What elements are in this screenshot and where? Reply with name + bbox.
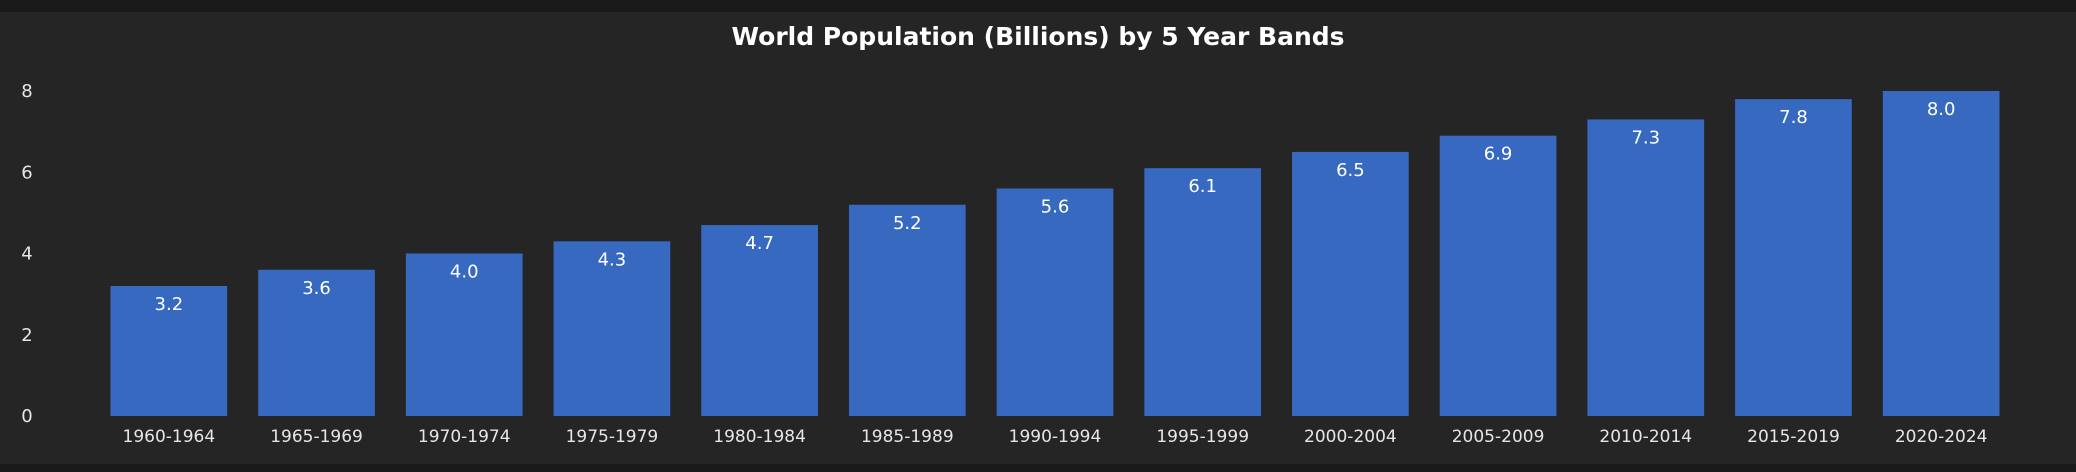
x-tick-label: 1975-1979 xyxy=(566,427,659,447)
x-tick-label: 1990-1994 xyxy=(1009,427,1102,447)
x-tick-label: 2010-2014 xyxy=(1599,427,1692,447)
chart-frame: World Population (Billions) by 5 Year Ba… xyxy=(0,12,2076,464)
y-tick-label: 2 xyxy=(21,325,32,346)
bar-value-label: 4.7 xyxy=(745,233,774,254)
bar-chart: 0 2 4 6 8 3.2 3.6 4.0 4.3 4.7 5.2 5.6 6.1 6.5 6.9 7.3 7… xyxy=(21,81,2000,447)
bar-value-label: 5.2 xyxy=(893,213,922,234)
bar-value-label: 6.1 xyxy=(1188,176,1217,197)
bar xyxy=(848,204,966,416)
bar xyxy=(1882,91,2000,416)
bar xyxy=(1587,119,1705,416)
bar xyxy=(258,269,375,416)
bar xyxy=(110,286,228,416)
x-tick-label: 2020-2024 xyxy=(1895,427,1988,447)
bars xyxy=(110,91,2000,416)
bar-value-label: 3.6 xyxy=(302,278,331,299)
bar xyxy=(1144,168,1262,416)
bar-value-label: 6.5 xyxy=(1336,160,1365,181)
bar-value-label: 4.3 xyxy=(598,249,627,270)
x-tick-label: 1970-1974 xyxy=(418,427,511,447)
x-tick-label: 1995-1999 xyxy=(1156,427,1249,447)
y-axis: 0 2 4 6 8 xyxy=(21,81,32,427)
x-tick-label: 1985-1989 xyxy=(861,427,954,447)
bar-value-label: 3.2 xyxy=(155,294,184,315)
bar-value-label: 7.8 xyxy=(1779,107,1808,128)
bar-value-label: 7.3 xyxy=(1631,127,1660,148)
bar xyxy=(1735,99,1852,416)
bar xyxy=(996,188,1114,416)
y-tick-label: 6 xyxy=(21,162,32,183)
x-axis: 1960-1964 1965-1969 1970-1974 1975-1979 1980… xyxy=(123,427,1988,447)
chart-title: World Population (Billions) by 5 Year Ba… xyxy=(731,22,1345,51)
bar-value-label: 6.9 xyxy=(1484,144,1513,165)
x-tick-label: 1965-1969 xyxy=(270,427,363,447)
x-tick-label: 1980-1984 xyxy=(713,427,806,447)
bar-value-label: 5.6 xyxy=(1041,197,1070,218)
bar xyxy=(1292,151,1409,416)
bar-value-label: 8.0 xyxy=(1927,99,1956,120)
bar xyxy=(553,241,671,416)
bar-value-label: 4.0 xyxy=(450,262,479,283)
y-tick-label: 0 xyxy=(21,406,32,427)
x-tick-label: 2005-2009 xyxy=(1452,427,1545,447)
x-tick-label: 2000-2004 xyxy=(1304,427,1397,447)
bar xyxy=(1439,135,1557,416)
bar xyxy=(701,225,818,416)
y-tick-label: 4 xyxy=(21,244,32,265)
y-tick-label: 8 xyxy=(21,81,32,102)
x-tick-label: 1960-1964 xyxy=(123,427,216,447)
bar xyxy=(405,253,523,416)
data-labels: 3.2 3.6 4.0 4.3 4.7 5.2 5.6 6.1 6.5 6.9 7.3 7.8 8.0 xyxy=(155,99,1956,315)
x-tick-label: 2015-2019 xyxy=(1747,427,1840,447)
